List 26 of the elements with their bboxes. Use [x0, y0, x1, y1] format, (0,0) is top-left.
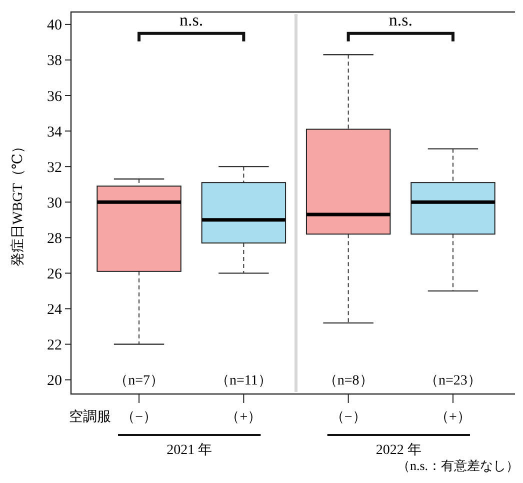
annotation: （n=11）	[215, 374, 272, 389]
x-tick-label: （−）	[330, 410, 366, 425]
y-tick-label: 30	[47, 195, 62, 212]
y-axis-title: 発症日WBGT（℃）	[10, 140, 26, 266]
y-tick-label: 24	[47, 302, 62, 318]
x-tick-label: （−）	[121, 410, 157, 425]
x-tick-label: （+）	[226, 410, 262, 425]
annotation: （n=8）	[323, 374, 374, 389]
y-tick-label: 32	[47, 160, 62, 176]
y-tick-label: 34	[47, 124, 62, 140]
text: （n.s.：有意差なし）	[396, 458, 519, 473]
y-tick-label: 40	[47, 18, 62, 34]
annotation: n.s.	[180, 10, 204, 30]
annotation: n.s.	[388, 10, 412, 30]
annotation: （n=7）	[114, 374, 164, 389]
y-tick-label: 38	[47, 53, 62, 70]
text: 2022 年	[376, 442, 422, 458]
y-tick-label: 28	[47, 230, 62, 247]
text: 2021 年	[166, 442, 212, 458]
x-axis-title: 空調服	[69, 409, 112, 425]
annotation: （n=23）	[424, 374, 482, 389]
x-tick-label: （+）	[435, 410, 471, 425]
y-tick-label: 26	[47, 266, 62, 282]
y-tick-label: 20	[47, 373, 62, 390]
y-tick-label: 22	[47, 338, 62, 354]
y-tick-label: 36	[47, 88, 62, 105]
